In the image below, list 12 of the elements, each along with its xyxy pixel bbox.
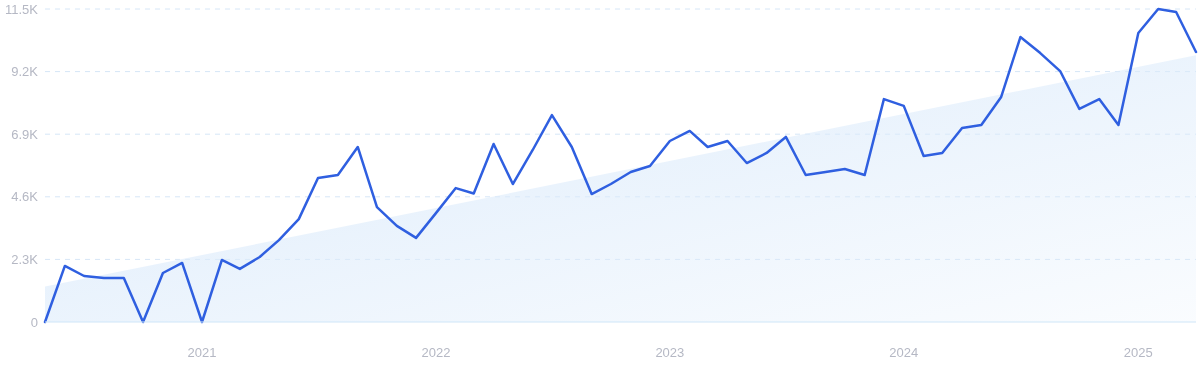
y-tick-label: 9.2K — [11, 64, 39, 80]
y-tick-label: 11.5K — [4, 1, 39, 17]
y-tick-label: 0 — [30, 314, 38, 330]
x-tick-label: 2022 — [421, 345, 451, 360]
x-tick-label: 2023 — [655, 345, 685, 360]
x-tick-label: 2024 — [889, 345, 919, 360]
x-tick-label: 2021 — [187, 345, 217, 360]
y-tick-label: 6.9K — [11, 126, 39, 142]
line-series — [43, 7, 1198, 324]
y-tick-label: 4.6K — [11, 189, 39, 205]
y-tick-label: 2.3K — [11, 251, 39, 267]
x-tick-label: 2025 — [1123, 345, 1153, 360]
